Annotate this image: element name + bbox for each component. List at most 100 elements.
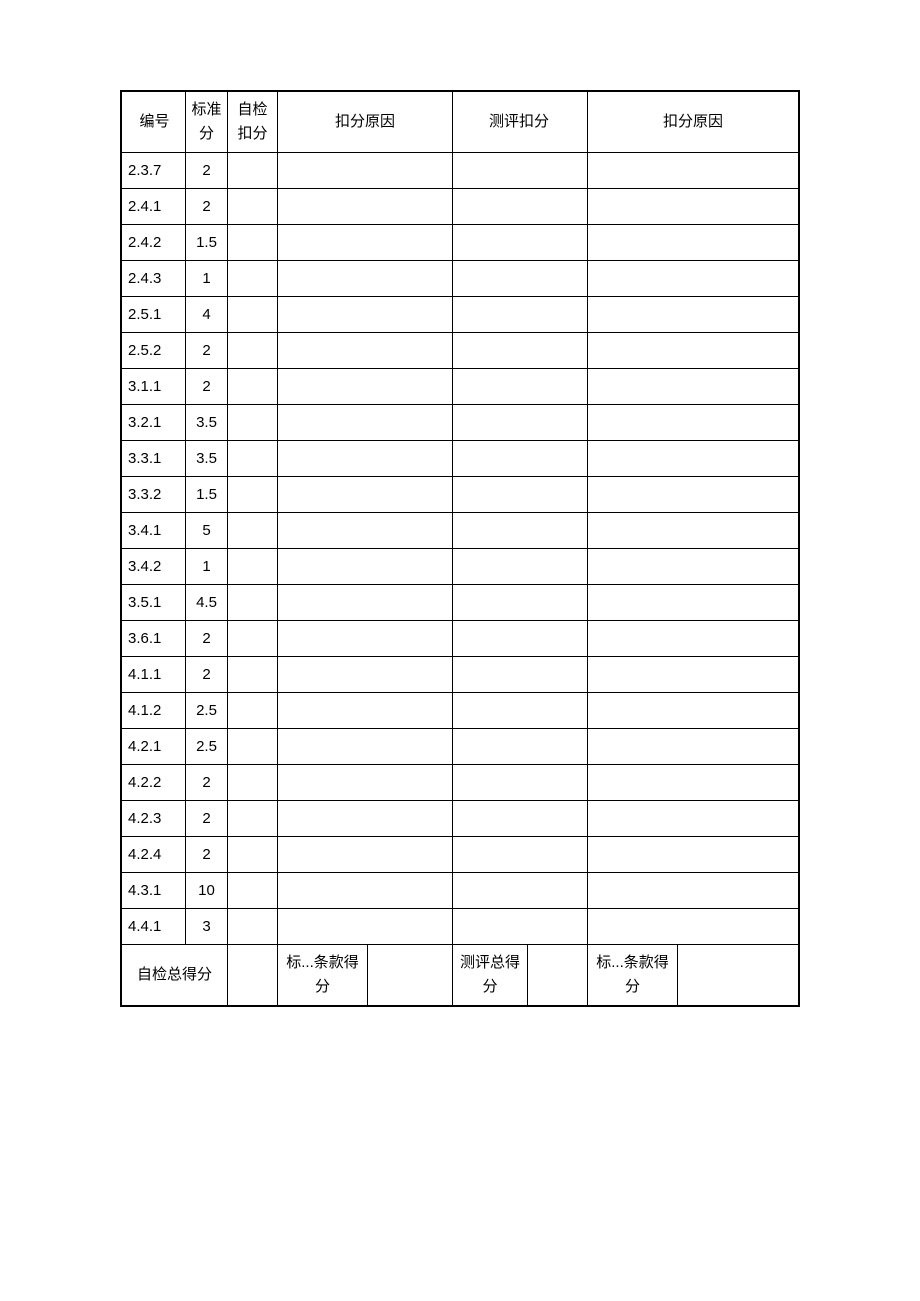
cell-reason-2 [588, 189, 799, 225]
cell-standard-score: 2 [186, 189, 228, 225]
cell-id: 4.1.1 [122, 657, 186, 693]
cell-id: 4.2.4 [122, 837, 186, 873]
header-standard-score: 标准分 [186, 92, 228, 153]
cell-reason-2 [588, 477, 799, 513]
cell-reason-1 [278, 549, 453, 585]
cell-eval-deduction [453, 405, 588, 441]
cell-eval-deduction [453, 297, 588, 333]
header-eval-deduction: 测评扣分 [453, 92, 588, 153]
footer-star-clause-1-value [368, 945, 453, 1006]
cell-standard-score: 3.5 [186, 405, 228, 441]
cell-id: 3.4.2 [122, 549, 186, 585]
cell-eval-deduction [453, 801, 588, 837]
cell-reason-1 [278, 621, 453, 657]
cell-reason-1 [278, 297, 453, 333]
cell-id: 3.1.1 [122, 369, 186, 405]
cell-standard-score: 2 [186, 333, 228, 369]
footer-star-clause-2: 标...条款得分 [588, 945, 678, 1006]
cell-reason-1 [278, 189, 453, 225]
cell-self-deduction [228, 477, 278, 513]
cell-reason-2 [588, 441, 799, 477]
cell-reason-2 [588, 261, 799, 297]
cell-id: 4.3.1 [122, 873, 186, 909]
header-reason-2: 扣分原因 [588, 92, 799, 153]
cell-standard-score: 2 [186, 801, 228, 837]
cell-id: 2.4.2 [122, 225, 186, 261]
cell-reason-1 [278, 585, 453, 621]
cell-reason-2 [588, 765, 799, 801]
cell-reason-2 [588, 801, 799, 837]
cell-eval-deduction [453, 909, 588, 945]
cell-reason-1 [278, 801, 453, 837]
cell-reason-1 [278, 405, 453, 441]
cell-reason-2 [588, 333, 799, 369]
table-row: 3.3.13.5 [122, 441, 799, 477]
cell-eval-deduction [453, 153, 588, 189]
header-self-deduction: 自检扣分 [228, 92, 278, 153]
cell-self-deduction [228, 513, 278, 549]
cell-reason-1 [278, 441, 453, 477]
cell-self-deduction [228, 225, 278, 261]
cell-self-deduction [228, 873, 278, 909]
cell-self-deduction [228, 369, 278, 405]
cell-id: 2.3.7 [122, 153, 186, 189]
cell-self-deduction [228, 585, 278, 621]
cell-self-deduction [228, 693, 278, 729]
cell-id: 4.2.1 [122, 729, 186, 765]
cell-reason-1 [278, 837, 453, 873]
cell-reason-2 [588, 585, 799, 621]
cell-reason-2 [588, 369, 799, 405]
cell-standard-score: 1.5 [186, 225, 228, 261]
cell-reason-2 [588, 873, 799, 909]
table-row: 4.2.32 [122, 801, 799, 837]
table-row: 4.3.110 [122, 873, 799, 909]
cell-self-deduction [228, 549, 278, 585]
cell-self-deduction [228, 837, 278, 873]
cell-self-deduction [228, 621, 278, 657]
table-row: 4.1.22.5 [122, 693, 799, 729]
cell-id: 2.5.1 [122, 297, 186, 333]
cell-standard-score: 2 [186, 153, 228, 189]
cell-reason-1 [278, 153, 453, 189]
cell-standard-score: 2.5 [186, 693, 228, 729]
cell-standard-score: 2.5 [186, 729, 228, 765]
table-row: 3.1.12 [122, 369, 799, 405]
footer-star-clause-1: 标...条款得分 [278, 945, 368, 1006]
cell-standard-score: 2 [186, 657, 228, 693]
cell-self-deduction [228, 261, 278, 297]
cell-reason-2 [588, 909, 799, 945]
table-row: 4.2.22 [122, 765, 799, 801]
table-row: 3.4.15 [122, 513, 799, 549]
cell-id: 4.4.1 [122, 909, 186, 945]
cell-eval-deduction [453, 369, 588, 405]
cell-reason-1 [278, 909, 453, 945]
cell-eval-deduction [453, 225, 588, 261]
cell-standard-score: 2 [186, 621, 228, 657]
cell-reason-1 [278, 657, 453, 693]
cell-standard-score: 4 [186, 297, 228, 333]
cell-eval-deduction [453, 765, 588, 801]
cell-eval-deduction [453, 693, 588, 729]
cell-id: 3.3.2 [122, 477, 186, 513]
cell-standard-score: 5 [186, 513, 228, 549]
cell-reason-1 [278, 873, 453, 909]
cell-id: 3.4.1 [122, 513, 186, 549]
table-row: 3.2.13.5 [122, 405, 799, 441]
cell-standard-score: 4.5 [186, 585, 228, 621]
header-id: 编号 [122, 92, 186, 153]
cell-eval-deduction [453, 477, 588, 513]
cell-reason-2 [588, 549, 799, 585]
cell-standard-score: 3.5 [186, 441, 228, 477]
footer-star-clause-2-value [678, 945, 799, 1006]
cell-eval-deduction [453, 585, 588, 621]
cell-self-deduction [228, 405, 278, 441]
cell-self-deduction [228, 729, 278, 765]
cell-reason-2 [588, 837, 799, 873]
table-row: 3.4.21 [122, 549, 799, 585]
cell-self-deduction [228, 909, 278, 945]
cell-standard-score: 2 [186, 369, 228, 405]
cell-reason-1 [278, 765, 453, 801]
cell-reason-1 [278, 729, 453, 765]
score-table: 编号 标准分 自检扣分 扣分原因 测评扣分 扣分原因 2.3.722.4.122… [121, 91, 799, 1006]
cell-eval-deduction [453, 729, 588, 765]
